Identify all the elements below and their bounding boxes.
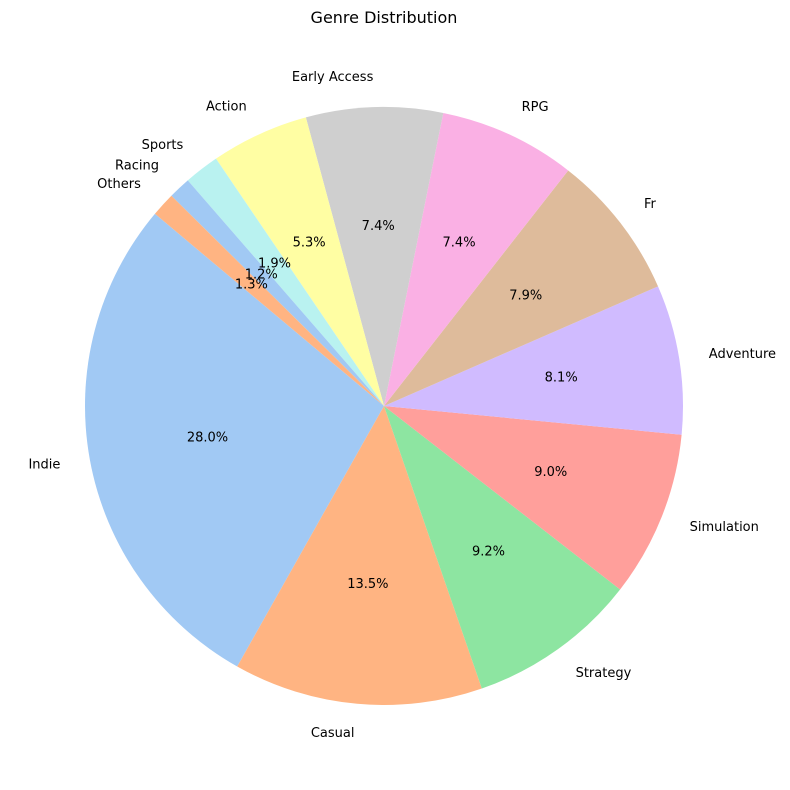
- pie-slice-indie: [84, 213, 384, 667]
- slice-label-indie: Indie: [28, 457, 60, 472]
- pie-slice-casual: [237, 406, 482, 706]
- slice-label-sports: Sports: [142, 138, 184, 153]
- pct-label-rpg: 7.4%: [443, 236, 476, 251]
- slice-label-action: Action: [206, 100, 247, 115]
- slice-label-racing: Racing: [115, 159, 159, 174]
- pie-slice-adventure: [384, 286, 684, 435]
- pie-slice-fr: [384, 170, 659, 406]
- slice-label-simulation: Simulation: [690, 520, 759, 535]
- pct-label-strategy: 9.2%: [472, 544, 505, 559]
- pie-slice-simulation: [384, 406, 682, 590]
- pct-label-adventure: 8.1%: [545, 370, 578, 385]
- pct-label-simulation: 9.0%: [534, 465, 567, 480]
- slice-label-adventure: Adventure: [709, 347, 776, 362]
- pct-label-indie: 28.0%: [187, 431, 228, 446]
- pct-label-early-access: 7.4%: [362, 219, 395, 234]
- pct-label-racing: 1.2%: [245, 268, 278, 283]
- slice-label-others: Others: [97, 177, 141, 192]
- pct-label-sports: 1.9%: [258, 256, 291, 271]
- pie-slice-action: [215, 117, 384, 406]
- slice-label-fr: Fr: [644, 197, 657, 212]
- slice-label-casual: Casual: [311, 726, 355, 741]
- pie-slice-others: [154, 195, 384, 406]
- pie-slice-strategy: [384, 406, 621, 689]
- slice-label-strategy: Strategy: [576, 666, 632, 681]
- pie-slice-early-access: [305, 107, 444, 407]
- pct-label-fr: 7.9%: [509, 289, 542, 304]
- pie-slices: [84, 107, 684, 706]
- pie-slice-sports: [187, 158, 384, 406]
- pie-slice-rpg: [384, 112, 569, 406]
- slice-label-early-access: Early Access: [292, 70, 374, 85]
- chart-title: Genre Distribution: [311, 8, 458, 27]
- pct-label-others: 1.3%: [235, 278, 268, 293]
- slice-label-rpg: RPG: [522, 100, 549, 115]
- pct-label-casual: 13.5%: [347, 577, 388, 592]
- pct-label-action: 5.3%: [293, 235, 326, 250]
- category-labels: Indie Casual Strategy Simulation Adventure Fr…: [28, 70, 776, 741]
- pie-slice-racing: [171, 180, 384, 406]
- percentage-labels: 28.0%13.5%9.2%9.0%8.1%7.9%7.4%7.4%5.3%1.…: [187, 219, 578, 592]
